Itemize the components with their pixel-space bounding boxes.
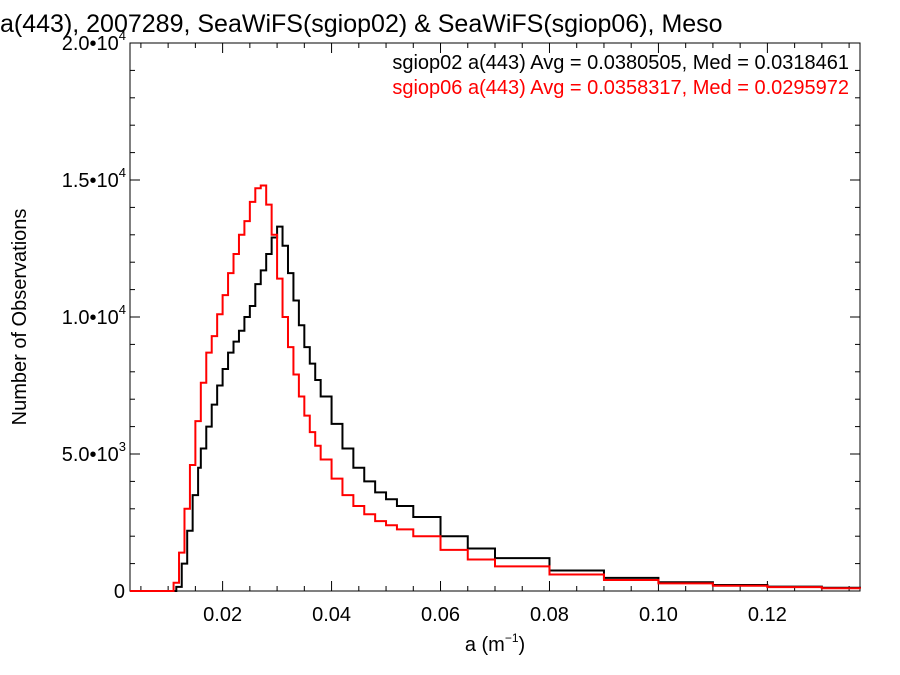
series-2-histogram [130,184,861,592]
y-tick-label: 1.5•104 [62,165,126,192]
y-tick-label: 5.0•103 [62,439,126,466]
x-axis-ticks: 0.02 0.04 0.06 0.08 0.10 0.12 [140,43,850,626]
x-tick-label: 0.08 [530,604,569,626]
x-tick-label: 0.12 [748,604,787,626]
series-group [130,184,861,592]
plot-border [129,42,861,592]
x-tick-label: 0.06 [421,604,460,626]
plot-frame [129,42,861,592]
chart-title: a(443), 2007289, SeaWiFS(sgiop02) & SeaW… [0,10,723,38]
legend-entry-1: sgiop02 a(443) Avg = 0.0380505, Med = 0.… [392,52,849,74]
x-tick-label: 0.04 [312,604,351,626]
y-tick-label: 0 [114,581,125,603]
y-axis-ticks: 0 5.0•103 1.0•104 1.5•104 2.0•104 [62,28,860,603]
y-tick-label: 1.0•104 [62,302,126,329]
series-1-histogram [130,225,861,592]
legend-entry-2: sgiop06 a(443) Avg = 0.0358317, Med = 0.… [392,77,849,99]
legend: sgiop02 a(443) Avg = 0.0380505, Med = 0.… [392,52,849,99]
x-tick-label: 0.02 [203,604,242,626]
x-tick-label: 0.10 [639,604,678,626]
y-axis-label: Number of Observations [9,209,31,426]
x-axis-label: a (m−1) [465,631,525,656]
y-tick-label: 2.0•104 [62,28,126,55]
